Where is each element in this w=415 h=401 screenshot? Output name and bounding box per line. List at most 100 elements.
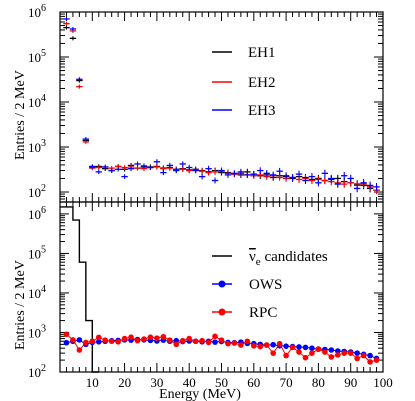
bottom-series-rpc-point xyxy=(134,337,141,344)
bottom-series-rpc-point xyxy=(108,338,115,345)
x-tick-label: 80 xyxy=(312,375,325,390)
x-tick-label: 90 xyxy=(344,375,357,390)
bottom-series-rpc-point xyxy=(160,333,167,340)
legend-candidates-sub: e xyxy=(256,256,261,268)
top-series-eh3-point xyxy=(360,178,367,187)
bottom-series-rpc-point xyxy=(334,352,341,358)
legend-ows-label: OWS xyxy=(249,277,282,293)
bottom-series-rpc-point xyxy=(263,342,270,348)
top-y-tick-label: 106 xyxy=(28,3,46,20)
legend-rpc-label: RPC xyxy=(249,305,277,321)
x-tick-label: 70 xyxy=(280,375,293,390)
bottom-series-rpc-point xyxy=(121,335,128,342)
bottom-series-ows-point xyxy=(296,344,302,350)
bottom-y-tick-label: 106 xyxy=(28,205,46,222)
bottom-series-ows-point xyxy=(63,339,70,346)
top-series-eh3-point xyxy=(153,159,161,165)
bottom-y-tick-label: 105 xyxy=(28,244,46,261)
top-series-eh2-point xyxy=(95,165,102,170)
top-series-eh3-point xyxy=(328,174,335,183)
bottom-series-rpc-point xyxy=(83,339,89,346)
bottom-series-rpc-point xyxy=(63,331,70,338)
bottom-series-ows-point xyxy=(302,344,309,351)
bottom-series-rpc-point xyxy=(218,337,225,343)
bottom-series-rpc-point xyxy=(89,338,96,345)
bottom-series-rpc-point xyxy=(95,334,102,341)
top-series-eh2-point xyxy=(179,166,186,173)
top-x-ticks xyxy=(59,12,384,202)
top-y-ticks: 102 103 104 105 106 xyxy=(28,3,383,203)
top-series-eh3-point xyxy=(179,161,186,167)
top-series-eh2-point xyxy=(134,165,141,171)
bottom-legend: νe candidates OWS RPC xyxy=(212,249,328,321)
bottom-series-rpc-point xyxy=(186,335,192,342)
top-series-eh3-point xyxy=(250,170,257,178)
bottom-series-rpc-point xyxy=(141,336,147,342)
bottom-series-layer xyxy=(60,206,380,373)
bottom-series-rpc-point xyxy=(192,338,199,345)
top-series-eh3-point xyxy=(244,171,251,179)
top-series-eh3-point xyxy=(102,164,109,170)
bottom-series-rpc-point xyxy=(251,343,257,349)
bottom-series-rpc-point xyxy=(283,352,289,359)
bottom-series-rpc-point xyxy=(76,347,83,353)
top-series-eh3-point xyxy=(95,169,102,175)
top-series-eh3-point xyxy=(108,168,115,173)
top-series-eh3-point xyxy=(134,161,141,167)
bottom-series-rpc-point xyxy=(341,350,348,356)
top-panel: 102 103 104 105 106 Entries / 2 MeV EH1 EH2 … xyxy=(13,3,384,203)
legend-eh1-label: EH1 xyxy=(248,45,276,61)
top-y-tick-label: 104 xyxy=(28,93,46,110)
top-series-eh3-point xyxy=(140,163,148,169)
bottom-panel: 102 103 104 105 106 10 20 30 40 50 60 70 80 90 100 En… xyxy=(13,201,393,401)
x-tick-label: 100 xyxy=(373,375,393,390)
bottom-series-rpc-point xyxy=(102,337,109,343)
bottom-series-ows-point xyxy=(354,350,360,356)
top-series-eh3-point xyxy=(121,174,128,179)
bottom-series-ows-point xyxy=(367,352,373,359)
top-y-tick-label: 103 xyxy=(28,138,46,155)
top-series-eh3-point xyxy=(114,166,122,172)
x-tick-label: 50 xyxy=(215,375,228,390)
bottom-series-rpc-point xyxy=(354,355,360,362)
top-series-eh2-point xyxy=(121,165,128,170)
top-series-eh2-point xyxy=(76,84,83,89)
x-tick-label: 40 xyxy=(183,375,196,390)
bottom-y-tick-label: 103 xyxy=(28,323,46,340)
x-tick-label: 30 xyxy=(150,375,163,390)
bottom-series-rpc-point xyxy=(167,337,173,343)
legend-candidates-base: ν xyxy=(249,249,256,265)
top-series-eh3-point xyxy=(186,164,193,171)
bottom-series-ows-point xyxy=(283,343,289,349)
bottom-y-ticks: 102 103 104 105 106 xyxy=(28,201,383,380)
bottom-series-rpc-point xyxy=(373,357,380,363)
top-series-eh3-point xyxy=(192,167,199,174)
top-series-eh3-point xyxy=(147,165,154,171)
top-series-eh3-point xyxy=(353,184,361,193)
top-series-eh3-point xyxy=(373,182,380,191)
bottom-x-ticks: 10 20 30 40 50 60 70 80 90 100 xyxy=(59,202,393,390)
legend-eh3-label: EH3 xyxy=(248,103,276,119)
top-series-eh3-point xyxy=(289,174,296,181)
top-series-eh3-point xyxy=(257,167,264,174)
bottom-y-tick-label: 104 xyxy=(28,284,46,301)
bottom-series-rpc-point xyxy=(296,349,302,355)
top-series-eh2-point xyxy=(211,168,219,175)
top-series-eh3-point xyxy=(211,177,219,184)
top-series-eh3-point xyxy=(315,179,322,187)
x-tick-label: 10 xyxy=(86,375,99,390)
top-series-eh1-point xyxy=(63,25,70,30)
bottom-series-rpc-point xyxy=(238,342,244,348)
bottom-series-ows-point xyxy=(76,337,83,343)
bottom-series-rpc-point xyxy=(212,333,218,340)
top-series-eh3-point xyxy=(282,172,290,180)
top-series-eh2-point xyxy=(321,176,329,185)
bottom-series-rpc-point xyxy=(115,339,121,345)
bottom-series-rpc-point xyxy=(225,340,231,347)
top-series-eh3-point xyxy=(89,164,96,169)
bottom-series-rpc-point xyxy=(367,359,373,365)
bottom-series-rpc-point xyxy=(244,338,251,345)
bottom-series-rpc-point xyxy=(322,349,328,355)
legend-candidates-label: νe candidates xyxy=(249,249,328,268)
bottom-series-rpc-point xyxy=(173,341,180,348)
